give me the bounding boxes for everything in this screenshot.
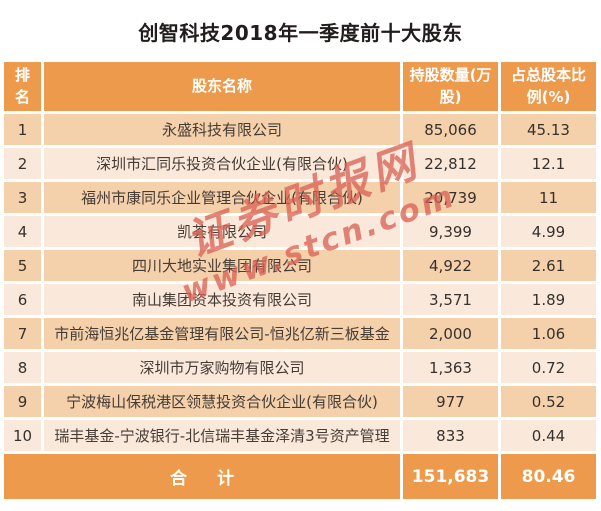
shares-cell: 977: [403, 386, 498, 417]
table-row: 2 深圳市汇同乐投资合伙企业(有限合伙) 22,812 12.1: [4, 148, 596, 179]
table-row: 3 福州市康同乐企业管理合伙企业(有限合伙) 20,739 11: [4, 182, 596, 213]
shareholder-name-cell: 深圳市汇同乐投资合伙企业(有限合伙): [44, 148, 400, 179]
table-row: 8 深圳市万家购物有限公司 1,363 0.72: [4, 352, 596, 383]
pct-cell: 0.72: [501, 352, 596, 383]
pct-cell: 0.44: [501, 420, 596, 451]
shares-cell: 2,000: [403, 318, 498, 349]
header-shares: 持股数量(万股): [403, 62, 498, 111]
pct-cell: 11: [501, 182, 596, 213]
rank-cell: 6: [4, 284, 41, 315]
rank-cell: 2: [4, 148, 41, 179]
page-title: 创智科技2018年一季度前十大股东: [138, 21, 463, 45]
shares-cell: 3,571: [403, 284, 498, 315]
rank-cell: 10: [4, 420, 41, 451]
pct-cell: 2.61: [501, 250, 596, 281]
table-row: 7 市前海恒兆亿基金管理有限公司-恒兆亿新三板基金 2,000 1.06: [4, 318, 596, 349]
table-row: 5 四川大地实业集团有限公司 4,922 2.61: [4, 250, 596, 281]
header-pct: 占总股本比例(%): [501, 62, 596, 111]
shares-cell: 20,739: [403, 182, 498, 213]
header-name: 股东名称: [44, 62, 400, 111]
pct-cell: 1.89: [501, 284, 596, 315]
rank-cell: 7: [4, 318, 41, 349]
shares-cell: 1,363: [403, 352, 498, 383]
rank-cell: 9: [4, 386, 41, 417]
rank-cell: 3: [4, 182, 41, 213]
shareholder-name-cell: 宁波梅山保税港区领慧投资合伙企业(有限合伙): [44, 386, 400, 417]
rank-cell: 5: [4, 250, 41, 281]
shares-cell: 4,922: [403, 250, 498, 281]
total-label: 合 计: [4, 454, 400, 499]
table-row: 9 宁波梅山保税港区领慧投资合伙企业(有限合伙) 977 0.52: [4, 386, 596, 417]
table-row: 1 永盛科技有限公司 85,066 45.13: [4, 114, 596, 145]
total-shares: 151,683: [403, 454, 498, 499]
shareholder-name-cell: 四川大地实业集团有限公司: [44, 250, 400, 281]
shares-cell: 833: [403, 420, 498, 451]
table-row: 10 瑞丰基金-宁波银行-北信瑞丰基金泽清3号资产管理 833 0.44: [4, 420, 596, 451]
rank-cell: 4: [4, 216, 41, 247]
pct-cell: 12.1: [501, 148, 596, 179]
shareholder-name-cell: 深圳市万家购物有限公司: [44, 352, 400, 383]
shareholder-name-cell: 凯荟有限公司: [44, 216, 400, 247]
rank-cell: 1: [4, 114, 41, 145]
pct-cell: 45.13: [501, 114, 596, 145]
shares-cell: 22,812: [403, 148, 498, 179]
shares-cell: 9,399: [403, 216, 498, 247]
shares-cell: 85,066: [403, 114, 498, 145]
shareholder-name-cell: 永盛科技有限公司: [44, 114, 400, 145]
rank-cell: 8: [4, 352, 41, 383]
shareholders-table: 排名 股东名称 持股数量(万股) 占总股本比例(%) 1 永盛科技有限公司 85…: [1, 59, 599, 502]
total-row: 合 计 151,683 80.46: [4, 454, 596, 499]
shareholder-name-cell: 市前海恒兆亿基金管理有限公司-恒兆亿新三板基金: [44, 318, 400, 349]
header-rank: 排名: [4, 62, 41, 111]
pct-cell: 1.06: [501, 318, 596, 349]
shareholder-name-cell: 瑞丰基金-宁波银行-北信瑞丰基金泽清3号资产管理: [44, 420, 400, 451]
table-row: 4 凯荟有限公司 9,399 4.99: [4, 216, 596, 247]
shareholder-name-cell: 南山集团资本投资有限公司: [44, 284, 400, 315]
pct-cell: 4.99: [501, 216, 596, 247]
total-pct: 80.46: [501, 454, 596, 499]
shareholder-name-cell: 福州市康同乐企业管理合伙企业(有限合伙): [44, 182, 400, 213]
table-header-row: 排名 股东名称 持股数量(万股) 占总股本比例(%): [4, 62, 596, 111]
table-row: 6 南山集团资本投资有限公司 3,571 1.89: [4, 284, 596, 315]
pct-cell: 0.52: [501, 386, 596, 417]
